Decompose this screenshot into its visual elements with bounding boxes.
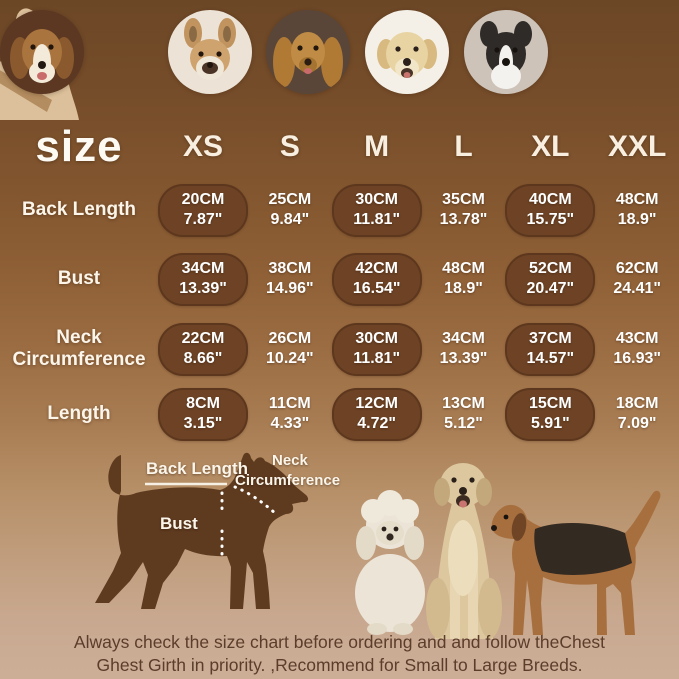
column-header-xl: XL xyxy=(531,130,570,163)
row-label: Length xyxy=(47,403,111,424)
footer-note: Always check the size chart before order… xyxy=(0,631,679,677)
column-header-s: S xyxy=(279,130,300,163)
hound-photo xyxy=(491,490,661,635)
size-cell: 34CM 13.39" xyxy=(439,330,488,367)
dog-silhouette xyxy=(95,452,309,609)
size-cell: 30CM 11.81" xyxy=(331,322,422,376)
size-cell: 15CM 5.91" xyxy=(505,387,596,441)
size-cell: 38CM 14.96" xyxy=(266,260,314,297)
size-cell: 22CM 8.66" xyxy=(158,322,248,376)
row-label: Neck Circumference xyxy=(12,327,146,370)
size-cell: 48CM 18.9" xyxy=(615,191,659,228)
footer-note-line2: Ghest Girth in priority. ,Recommend for … xyxy=(96,655,583,675)
french-bulldog-photo xyxy=(168,10,252,94)
size-cell: 25CM 9.84" xyxy=(268,191,312,228)
dog-breed-photos-row xyxy=(355,463,661,639)
row-label: Back Length xyxy=(21,199,137,220)
size-cell: 20CM 7.87" xyxy=(158,183,248,237)
poodle-photo xyxy=(355,490,425,635)
neck-dotted-line xyxy=(233,485,278,516)
diagram-bust-label: Bust xyxy=(160,514,198,533)
column-header-xxl: XXL xyxy=(607,130,667,163)
diagram-back-length-label: Back Length xyxy=(146,459,249,478)
beagle-photo xyxy=(0,10,84,94)
size-cell: 52CM 20.47" xyxy=(505,252,596,306)
labrador-photo xyxy=(426,463,502,639)
size-chart-title: size xyxy=(35,122,123,171)
size-cell: 37CM 14.57" xyxy=(505,322,596,376)
border-collie-photo xyxy=(464,10,548,94)
cocker-spaniel-photo xyxy=(266,10,350,94)
size-cell: 35CM 13.78" xyxy=(439,191,488,228)
size-cell: 12CM 4.72" xyxy=(331,387,422,441)
size-cell: 13CM 5.12" xyxy=(442,395,485,432)
size-cell: 34CM 13.39" xyxy=(158,252,248,306)
size-cell: 48CM 18.9" xyxy=(442,260,485,297)
size-cell: 8CM 3.15" xyxy=(158,387,248,441)
size-cell: 26CM 10.24" xyxy=(266,330,314,367)
golden-retriever-photo xyxy=(365,10,449,94)
size-cell: 43CM 16.93" xyxy=(613,330,661,367)
size-cell: 11CM 4.33" xyxy=(268,395,311,432)
size-cell: 30CM 11.81" xyxy=(331,183,422,237)
row-label: Bust xyxy=(57,268,101,289)
column-header-m: M xyxy=(364,130,390,163)
column-header-xs: XS xyxy=(182,130,224,163)
size-cell: 40CM 15.75" xyxy=(505,183,596,237)
column-header-l: L xyxy=(454,130,473,163)
dog-measurement-diagram xyxy=(95,452,309,609)
size-cell: 62CM 24.41" xyxy=(613,260,661,297)
size-cell: 18CM 7.09" xyxy=(615,395,659,432)
diagram-neck-label-line2: Circumference xyxy=(235,472,341,489)
diagram-neck-label-line1: Neck xyxy=(272,452,308,469)
footer-note-line1: Always check the size chart before order… xyxy=(73,632,606,652)
size-cell: 42CM 16.54" xyxy=(331,252,422,306)
size-grid: size XS S M L XL XXL Back Length 20CM 7.87… xyxy=(0,116,679,446)
